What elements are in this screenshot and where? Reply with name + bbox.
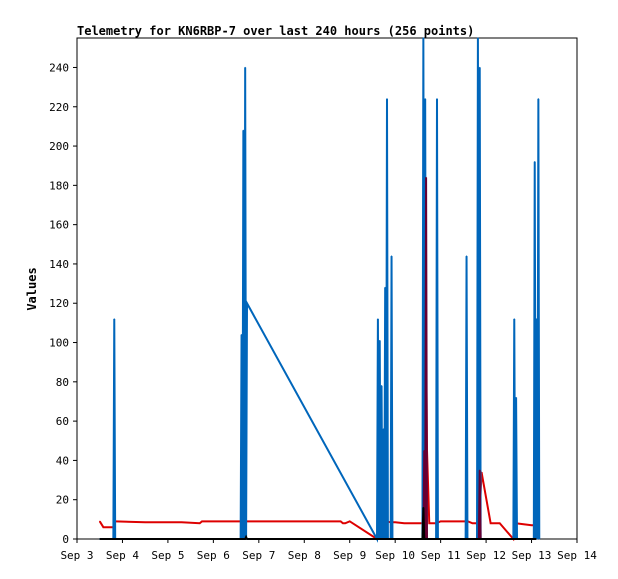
data-point	[240, 334, 243, 336]
data-point	[499, 522, 501, 524]
data-point	[244, 66, 246, 69]
data-point	[403, 522, 405, 524]
data-point	[421, 538, 424, 540]
series-blue	[99, 37, 541, 543]
x-tick-label: Sep 8	[288, 549, 321, 562]
data-point	[280, 520, 283, 522]
y-tick-label: 240	[49, 61, 69, 74]
data-point	[102, 526, 104, 528]
data-point	[246, 302, 248, 304]
data-point	[534, 161, 536, 163]
y-tick-label: 0	[62, 533, 69, 546]
data-point	[471, 522, 474, 524]
data-point	[390, 255, 393, 257]
data-point	[201, 520, 203, 522]
data-point	[536, 538, 539, 540]
data-point	[344, 522, 346, 524]
data-point	[537, 98, 539, 100]
x-tick-label: Sep 7	[242, 549, 275, 562]
data-point	[423, 538, 425, 540]
data-point	[538, 538, 540, 540]
x-tick-label: Sep 10	[375, 549, 415, 562]
data-point	[99, 520, 101, 522]
series-line-blue	[99, 37, 541, 543]
x-tick-label: Sep 6	[197, 549, 230, 562]
data-point	[382, 428, 384, 430]
data-point	[99, 538, 101, 540]
y-tick-label: 60	[56, 415, 69, 428]
series-dark	[422, 176, 483, 540]
data-point	[244, 538, 246, 540]
plot-frame-group	[76, 37, 578, 540]
data-point	[180, 521, 183, 523]
data-point	[428, 522, 430, 524]
data-point	[349, 520, 351, 522]
series-black	[99, 506, 537, 540]
series-line-dark	[422, 177, 482, 540]
y-tick-label: 140	[49, 258, 69, 271]
data-point	[513, 318, 515, 320]
y-tick-label: 80	[56, 376, 69, 389]
y-axis-label: Values	[25, 267, 39, 310]
x-tick-label: Sep 3	[60, 549, 93, 562]
y-tick-label: 100	[49, 337, 69, 350]
x-tick-label: Sep 4	[106, 549, 139, 562]
data-point	[242, 129, 244, 131]
axis-group: 0 20 40 60 80 100 120 140 160 180 200 220 240 Sep 3 Se…	[49, 61, 597, 562]
data-point	[436, 98, 438, 100]
data-point	[535, 538, 537, 540]
data-point	[422, 506, 424, 509]
data-point	[535, 318, 538, 320]
data-point	[380, 385, 383, 387]
data-point	[477, 37, 479, 39]
data-point	[490, 522, 492, 524]
data-point	[340, 520, 342, 522]
series-group	[98, 37, 541, 543]
data-point	[479, 469, 481, 471]
data-point	[465, 255, 468, 257]
data-point	[394, 521, 396, 523]
data-point	[384, 286, 386, 289]
data-point	[530, 524, 533, 526]
y-tick-label: 120	[49, 297, 69, 310]
y-tick-label: 180	[49, 179, 69, 192]
data-point	[424, 538, 426, 540]
y-tick-label: 20	[56, 494, 69, 507]
data-point	[425, 176, 427, 179]
y-tick-label: 220	[49, 101, 69, 114]
data-point	[245, 536, 247, 538]
x-tick-label: Sep 11	[421, 549, 461, 562]
data-point	[424, 98, 426, 100]
x-tick-label: Sep 5	[151, 549, 184, 562]
data-point	[386, 98, 388, 100]
data-point	[453, 520, 455, 522]
plot-area-border	[76, 37, 578, 540]
x-tick-label: Sep 9	[333, 549, 366, 562]
series-red	[98, 176, 537, 542]
data-point	[423, 449, 425, 452]
y-tick-label: 40	[56, 454, 69, 467]
data-point	[113, 318, 115, 320]
data-point	[247, 538, 249, 540]
data-point	[379, 339, 381, 342]
data-point	[246, 538, 248, 540]
data-point	[342, 522, 344, 524]
data-point	[199, 522, 201, 524]
data-point	[377, 318, 379, 320]
chart-title: Telemetry for KN6RBP-7 over last 240 hou…	[77, 24, 474, 38]
data-point	[440, 520, 442, 522]
y-tick-label: 200	[49, 140, 69, 153]
data-point	[317, 520, 319, 522]
x-tick-label: Sep 13	[512, 549, 552, 562]
data-point	[422, 37, 424, 39]
data-point	[144, 521, 146, 523]
x-tick-label: Sep 12	[466, 549, 506, 562]
series-line-red	[98, 177, 537, 542]
data-point	[515, 396, 517, 399]
data-point	[479, 66, 481, 69]
y-tick-label: 160	[49, 219, 69, 232]
x-tick-label: Sep 14	[557, 549, 597, 562]
